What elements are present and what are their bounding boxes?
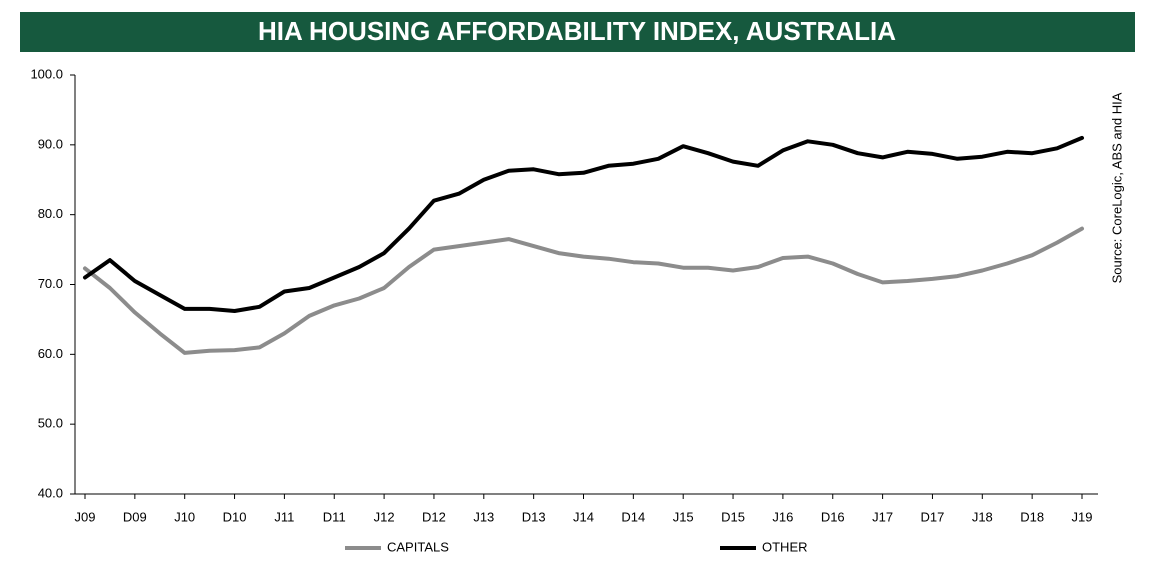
title-banner xyxy=(20,12,1135,52)
series-line xyxy=(83,135,1084,313)
x-tick-label: J12 xyxy=(374,509,395,524)
x-tick-label: J19 xyxy=(1072,509,1093,524)
x-tick-label: D12 xyxy=(422,509,446,524)
x-tick-label: D16 xyxy=(821,509,845,524)
series-line xyxy=(83,226,1084,355)
x-tick-label: J10 xyxy=(174,509,195,524)
x-tick-label: J13 xyxy=(473,509,494,524)
x-tick-label: D10 xyxy=(223,509,247,524)
legend-label: CAPITALS xyxy=(387,539,449,554)
x-tick-label: J15 xyxy=(673,509,694,524)
source-note: Source: CoreLogic, ABS and HIA xyxy=(1109,92,1124,283)
x-tick-label: J17 xyxy=(872,509,893,524)
x-tick-label: D09 xyxy=(123,509,147,524)
y-tick-label: 40.0 xyxy=(38,485,63,500)
x-tick-label: J11 xyxy=(274,509,294,524)
x-tick-label: D11 xyxy=(323,509,346,524)
x-tick-label: J14 xyxy=(573,509,594,524)
y-tick-label: 60.0 xyxy=(38,346,63,361)
y-tick-label: 90.0 xyxy=(38,136,63,151)
y-tick-label: 100.0 xyxy=(30,66,63,81)
x-tick-label: J18 xyxy=(972,509,993,524)
y-tick-label: 80.0 xyxy=(38,206,63,221)
y-tick-label: 50.0 xyxy=(38,416,63,431)
x-tick-label: D18 xyxy=(1020,509,1044,524)
x-tick-label: D17 xyxy=(921,509,945,524)
x-tick-label: D15 xyxy=(721,509,745,524)
x-tick-label: D14 xyxy=(621,509,645,524)
x-tick-label: D13 xyxy=(522,509,546,524)
legend-label: OTHER xyxy=(762,539,808,554)
y-tick-label: 70.0 xyxy=(38,276,63,291)
chart-title: HIA HOUSING AFFORDABILITY INDEX, AUSTRAL… xyxy=(258,16,896,46)
x-tick-label: J09 xyxy=(75,509,96,524)
x-tick-label: J16 xyxy=(772,509,793,524)
